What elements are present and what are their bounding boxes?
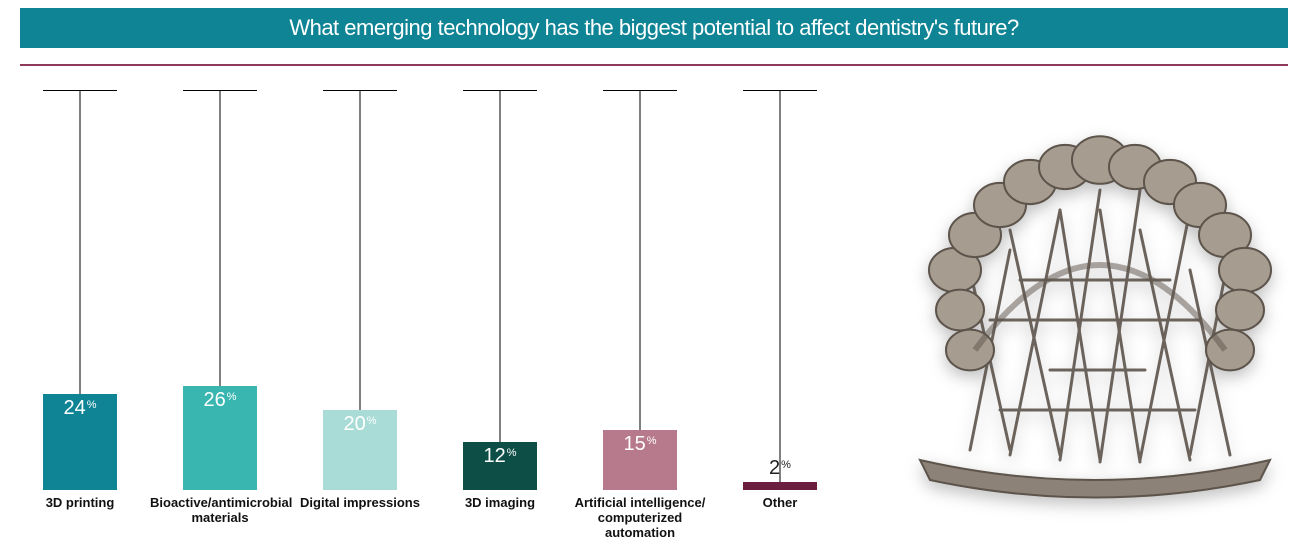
bar-value: 15% xyxy=(590,434,690,454)
title-bar: What emerging technology has the biggest… xyxy=(20,8,1288,48)
bar-label: Artificial intelligence/ computerized au… xyxy=(570,496,710,541)
bar-slot: 2%Other xyxy=(730,90,830,490)
bar-chart: 24%3D printing26%Bioactive/antimicrobial… xyxy=(10,90,870,550)
bar-antenna-cap xyxy=(603,90,677,91)
bar-value: 2% xyxy=(730,458,830,478)
bar-label: 3D printing xyxy=(10,496,150,511)
bar-antenna-stem xyxy=(80,90,81,394)
dental-arch-svg xyxy=(900,120,1290,500)
title-text: What emerging technology has the biggest… xyxy=(289,15,1018,41)
bar-value: 24% xyxy=(30,398,130,418)
bar-slot: 24%3D printing xyxy=(30,90,130,490)
bar-antenna-stem xyxy=(780,90,781,482)
bar-antenna-cap xyxy=(323,90,397,91)
bar-antenna-stem xyxy=(500,90,501,442)
bar-slot: 20%Digital impressions xyxy=(310,90,410,490)
bar-label: 3D imaging xyxy=(430,496,570,511)
bar-antenna-cap xyxy=(43,90,117,91)
bar-label: Other xyxy=(710,496,850,511)
infographic-canvas: What emerging technology has the biggest… xyxy=(0,0,1304,552)
bar-slot: 26%Bioactive/antimicrobial materials xyxy=(170,90,270,490)
bar-antenna-cap xyxy=(743,90,817,91)
bar-value: 12% xyxy=(450,446,550,466)
bar-slot: 15%Artificial intelligence/ computerized… xyxy=(590,90,690,490)
bar-label: Digital impressions xyxy=(290,496,430,511)
bar xyxy=(743,482,817,490)
bar-slot: 12%3D imaging xyxy=(450,90,550,490)
bar-label: Bioactive/antimicrobial materials xyxy=(150,496,290,526)
bar-antenna-stem xyxy=(640,90,641,430)
divider xyxy=(20,64,1288,66)
bar-value: 26% xyxy=(170,390,270,410)
bar-value: 20% xyxy=(310,414,410,434)
bar-antenna-stem xyxy=(360,90,361,410)
bar-antenna-stem xyxy=(220,90,221,386)
dental-arch-illustration xyxy=(900,120,1290,500)
bar-antenna-cap xyxy=(463,90,537,91)
bar-antenna-cap xyxy=(183,90,257,91)
